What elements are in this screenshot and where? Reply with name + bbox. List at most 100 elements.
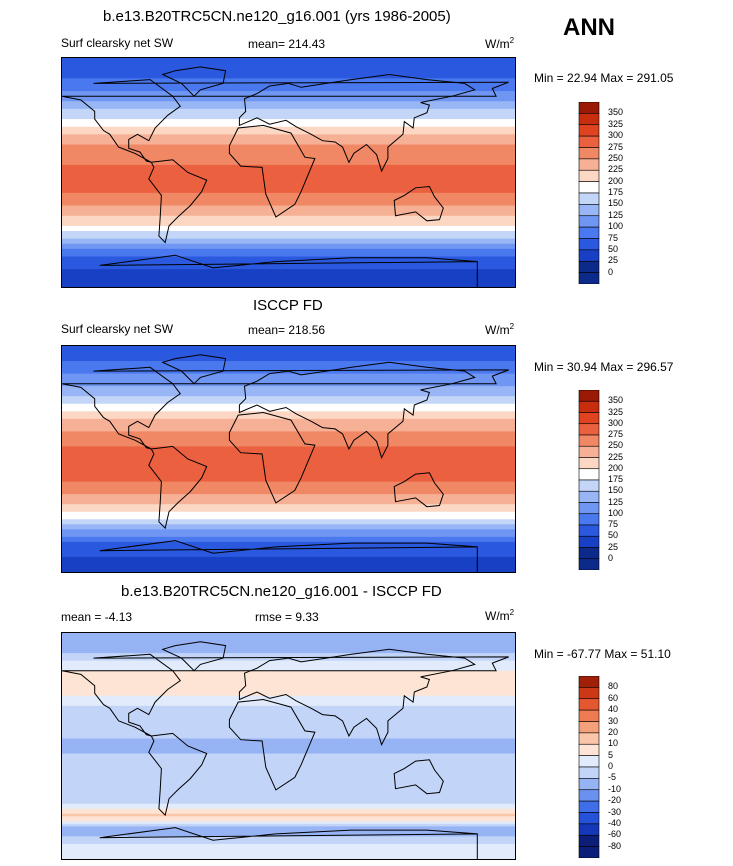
lat-band-cell [62, 798, 515, 802]
coastline [62, 653, 509, 737]
colorbar-tick-label: 80 [608, 681, 619, 692]
coastline [238, 648, 476, 747]
lat-band-cell [62, 504, 515, 508]
lat-band-cell [62, 534, 515, 538]
panel3-mean-value: -4.13 [104, 610, 133, 624]
lat-band-cell [62, 499, 515, 503]
lat-band-cell [62, 566, 515, 571]
lat-band-cell [62, 738, 515, 742]
lat-band-cell [62, 180, 515, 184]
lat-band-cell [62, 70, 515, 74]
lat-band-cell [62, 658, 515, 662]
lat-band-cell [62, 848, 515, 853]
colorbar-tick-label: -80 [608, 840, 622, 851]
panel2-units-text: W/m [485, 323, 510, 337]
colorbar-cell [578, 823, 600, 836]
lat-band-cell [62, 231, 515, 235]
colorbar-tick-label: 10 [608, 738, 619, 749]
colorbar-tick-label: 30 [608, 715, 619, 726]
lat-band-cell [62, 786, 515, 790]
lat-band-cell [62, 203, 515, 207]
lat-band-cell [62, 680, 515, 684]
lat-band-cell [62, 746, 515, 750]
coastline [161, 641, 227, 672]
colorbar-cell [578, 169, 600, 182]
panel1-minmax: Min = 22.94 Max = 291.05 [534, 71, 673, 85]
lat-band-cell [62, 436, 515, 440]
lat-band-cell [62, 836, 515, 840]
lat-band-cell [62, 266, 515, 270]
colorbar-cell [578, 743, 600, 756]
lat-band-cell [62, 506, 515, 510]
coastline [228, 124, 316, 218]
lat-band-cell [62, 228, 515, 232]
lat-band-cell [62, 218, 515, 222]
lat-band-cell [62, 423, 515, 427]
lat-band-cell [62, 715, 515, 719]
colorbar-cell [578, 158, 600, 171]
coastline [148, 732, 208, 817]
colorbar-cell [578, 535, 600, 548]
colorbar-cell [578, 468, 600, 481]
colorbar-cell [578, 147, 600, 160]
colorbar-cell [578, 445, 600, 458]
colorbar-cell [578, 687, 600, 700]
lat-band-cell [62, 768, 515, 772]
colorbar-cell [578, 226, 600, 239]
lat-band-cell [62, 806, 515, 810]
lat-band-cell [62, 269, 515, 273]
panel1-mean-value: 214.43 [288, 37, 326, 51]
lat-band-cell [62, 253, 515, 258]
lat-band-cell [62, 111, 515, 115]
lat-band-cell [62, 403, 515, 407]
colorbar-tick-label: -60 [608, 829, 622, 840]
lat-band-cell [62, 828, 515, 832]
lat-band-cell [62, 381, 515, 385]
lat-band-cell [62, 514, 515, 518]
colorbar-cell [578, 502, 600, 515]
lat-band-cell [62, 346, 515, 350]
season-label: ANN [563, 14, 615, 41]
lat-band-cell [62, 728, 515, 732]
lat-band-cell [62, 529, 515, 533]
colorbar-cell [578, 249, 600, 262]
panel3-mean: mean = -4.13 [61, 610, 132, 624]
lat-band-cell [62, 98, 515, 102]
coastline [99, 540, 478, 572]
colorbar-cell [578, 135, 600, 148]
colorbar-tick-label: 100 [608, 221, 624, 232]
colorbar-tick-label: 75 [608, 232, 619, 243]
lat-band-cell [62, 154, 515, 158]
lat-band-cell [62, 708, 515, 712]
lat-band-cell [62, 383, 515, 387]
lat-band-cell [62, 740, 515, 745]
panel1-colorbar: 350 325 300 275 250 225 200 175 150 125 100 75 50 25 0 [578, 102, 648, 284]
colorbar-tick-label: -40 [608, 817, 622, 828]
colorbar-tick-label: 275 [608, 141, 624, 152]
lat-band-cell [62, 519, 515, 523]
lat-band-cell [62, 561, 515, 566]
lat-band-cell [62, 551, 515, 556]
lat-band-cell [62, 763, 515, 767]
lat-band-cell [62, 491, 515, 495]
lat-band-cell [62, 446, 515, 450]
panel3-mean-label: mean = [61, 610, 102, 624]
colorbar-tick-label: 250 [608, 152, 624, 163]
lat-band-cell [62, 756, 515, 760]
lat-band-cell [62, 246, 515, 250]
lat-band-cell [62, 705, 515, 709]
lat-band-cell [62, 635, 515, 639]
colorbar-tick-label: -10 [608, 783, 622, 794]
map-plot-area [62, 633, 515, 859]
panel1-variable-label: Surf clearsky net SW [61, 36, 174, 50]
lat-band-cell [62, 197, 515, 202]
lat-band-cell [62, 501, 515, 505]
lat-band-cell [62, 748, 515, 752]
lat-band-cell [62, 773, 515, 777]
lat-band-cell [62, 718, 515, 722]
lat-band-cell [62, 358, 515, 362]
lat-band-cell [62, 103, 515, 107]
lat-band-cell [62, 808, 515, 812]
lat-band-cell [62, 391, 515, 395]
lat-band-cell [62, 438, 515, 443]
